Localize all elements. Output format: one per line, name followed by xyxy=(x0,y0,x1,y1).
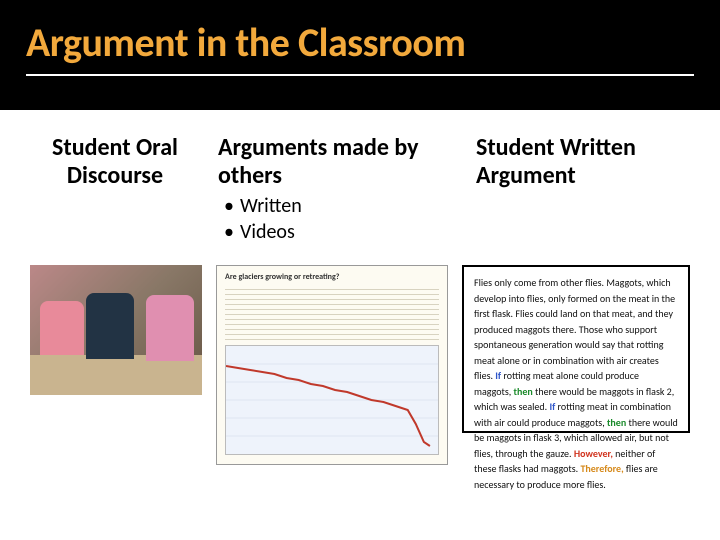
student-written-argument-panel: Flies only come from other flies. Maggot… xyxy=(462,265,690,433)
glacier-chart xyxy=(225,345,439,455)
bullet-written: Written xyxy=(218,193,458,219)
title-underline xyxy=(26,74,694,76)
written-segment: then xyxy=(514,385,533,398)
columns-row: Student Oral Discourse Arguments made by… xyxy=(0,110,720,245)
written-segment: Flies only come from other flies. Maggot… xyxy=(474,276,675,382)
article-body-lines xyxy=(225,285,439,341)
title-bar: Argument in the Classroom xyxy=(0,0,720,110)
col1-heading: Student Oral Discourse xyxy=(30,134,200,189)
column-arguments-by-others: Arguments made by others Written Videos xyxy=(218,134,458,245)
written-segment: then xyxy=(607,416,626,429)
col2-heading: Arguments made by others xyxy=(218,134,458,189)
col2-bullets: Written Videos xyxy=(218,193,458,245)
glacier-article: Are glaciers growing or retreating? xyxy=(216,265,448,465)
written-segment: Therefore, xyxy=(580,462,623,475)
chart-title: Are glaciers growing or retreating? xyxy=(225,272,439,282)
image-row: Are glaciers growing or retreating? Flie… xyxy=(0,245,720,465)
column-oral-discourse: Student Oral Discourse xyxy=(30,134,200,245)
col3-heading: Student Written Argument xyxy=(476,134,690,189)
classroom-photo xyxy=(30,265,202,395)
slide-title: Argument in the Classroom xyxy=(26,18,694,67)
bullet-videos: Videos xyxy=(218,219,458,245)
column-written-argument: Student Written Argument xyxy=(476,134,690,245)
written-segment: However, xyxy=(574,447,613,460)
